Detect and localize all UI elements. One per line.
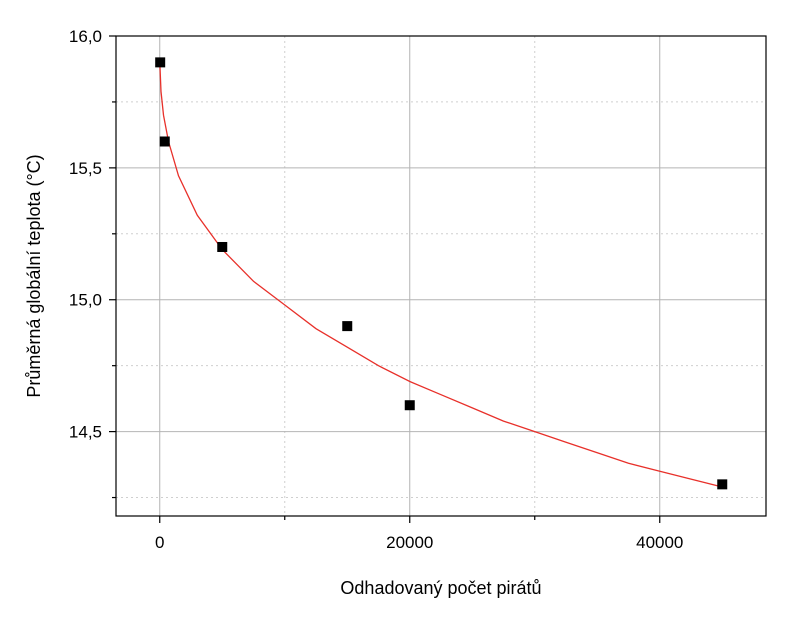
- x-axis-label: Odhadovaný počet pirátů: [340, 578, 541, 598]
- fit-curve-group: [159, 62, 723, 488]
- axis-ticks: 0 20000 40000 14,5 15,0 15,5 16,0: [69, 27, 683, 552]
- plot-frame: [115, 35, 767, 517]
- data-point: [342, 321, 353, 332]
- grid-lines: [116, 35, 766, 516]
- x-tick-label: 40000: [636, 533, 683, 552]
- y-tick-label: 15,0: [69, 291, 102, 310]
- data-point: [159, 136, 170, 147]
- data-point: [717, 479, 728, 490]
- x-tick-label: 20000: [386, 533, 433, 552]
- y-tick-label: 14,5: [69, 423, 102, 442]
- data-point: [404, 400, 415, 411]
- data-point: [155, 57, 166, 68]
- y-axis-label: Průměrná globální teplota (°C): [24, 154, 44, 397]
- y-tick-label: 16,0: [69, 27, 102, 46]
- data-points: [155, 57, 728, 490]
- data-point: [217, 241, 228, 252]
- x-tick-label: 0: [155, 533, 164, 552]
- y-tick-label: 15,5: [69, 159, 102, 178]
- fit-curve: [159, 62, 723, 488]
